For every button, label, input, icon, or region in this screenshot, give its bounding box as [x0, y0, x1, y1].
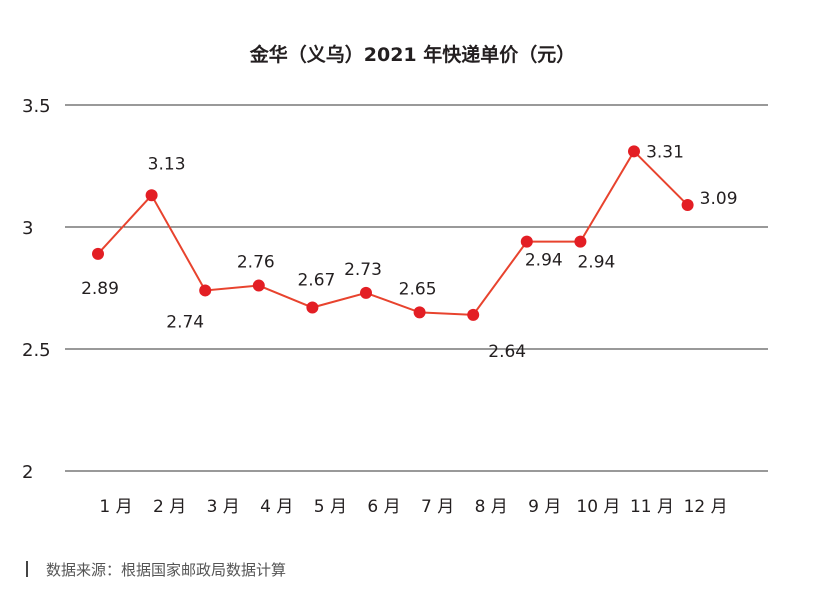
data-point — [574, 235, 587, 248]
data-label: 2.74 — [166, 312, 204, 332]
data-point — [92, 247, 104, 260]
y-tick-label: 3.5 — [22, 96, 51, 117]
y-tick-label: 2.5 — [22, 340, 51, 361]
data-label: 3.13 — [148, 154, 186, 174]
data-point — [252, 279, 265, 292]
data-label: 2.73 — [344, 260, 382, 280]
data-label: 2.67 — [297, 271, 335, 291]
data-label: 2.94 — [525, 251, 563, 271]
data-label: 2.94 — [577, 253, 615, 273]
y-tick-label: 3 — [22, 218, 33, 239]
y-tick-label: 2 — [22, 462, 33, 483]
x-tick-label: 1 月 — [99, 497, 132, 517]
x-tick-label: 10 月 — [576, 497, 620, 517]
series-line — [97, 149, 689, 316]
data-point — [413, 306, 426, 319]
data-label: 3.09 — [700, 189, 738, 209]
source-text: 数据来源：根据国家邮政局数据计算 — [46, 561, 287, 579]
data-label: 2.65 — [399, 279, 437, 299]
data-label: 3.31 — [646, 142, 684, 162]
data-label: 2.89 — [81, 279, 119, 299]
data-point — [145, 189, 158, 202]
data-point — [467, 308, 480, 321]
x-tick-label: 5 月 — [314, 497, 347, 517]
source-bar-icon — [26, 561, 28, 577]
data-label: 2.76 — [237, 253, 275, 273]
data-point — [306, 301, 319, 314]
x-tick-label: 4 月 — [260, 497, 293, 517]
x-tick-label: 8 月 — [475, 497, 508, 517]
data-point — [520, 235, 533, 248]
x-tick-label: 3 月 — [207, 497, 240, 517]
data-point — [681, 199, 694, 212]
data-point — [360, 286, 372, 299]
x-tick-label: 7 月 — [421, 497, 454, 517]
x-tick-label: 12 月 — [684, 497, 728, 517]
x-tick-label: 6 月 — [367, 497, 400, 517]
data-point — [628, 145, 640, 158]
data-point — [199, 284, 212, 297]
source-note: 数据来源：根据国家邮政局数据计算 — [26, 559, 286, 580]
x-tick-label: 11 月 — [630, 497, 674, 517]
data-label: 2.64 — [488, 342, 526, 362]
x-tick-label: 9 月 — [528, 497, 561, 517]
x-tick-label: 2 月 — [153, 497, 186, 517]
chart-title: 金华（义乌）2021 年快递单价（元） — [249, 44, 576, 66]
